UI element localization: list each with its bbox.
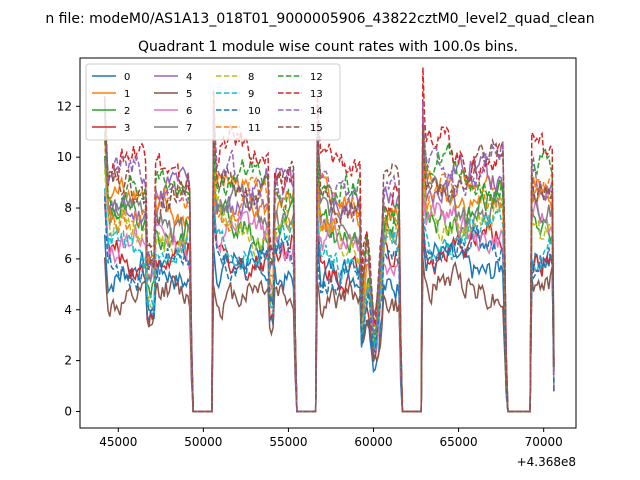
chart-title: Quadrant 1 module wise count rates with … [138, 39, 518, 55]
series-line-7 [103, 133, 555, 413]
y-tick-label: 10 [57, 150, 72, 164]
legend-label-4: 4 [186, 72, 192, 83]
y-tick-label: 6 [64, 252, 72, 266]
series-line-8 [103, 159, 555, 413]
legend-label-9: 9 [248, 89, 254, 100]
legend-label-14: 14 [310, 106, 323, 117]
x-tick-label: 45000 [99, 435, 137, 449]
series-line-14 [103, 100, 555, 413]
y-tick-label: 0 [64, 404, 72, 418]
series-line-4 [103, 108, 555, 413]
series-line-10 [103, 196, 555, 413]
legend-label-6: 6 [186, 106, 192, 117]
legend-label-1: 1 [124, 89, 130, 100]
series-line-1 [103, 114, 555, 413]
legend-label-2: 2 [124, 106, 130, 117]
y-tick-label: 4 [64, 303, 72, 317]
legend-label-5: 5 [186, 89, 192, 100]
x-tick-label: 70000 [525, 435, 563, 449]
legend-box [85, 63, 341, 141]
axis-layer: 45000 50000 55000 60000 65000 70000 0 2 4 6 8 10 12 [57, 99, 563, 449]
series-layer [103, 67, 555, 413]
y-tick-label: 12 [57, 99, 72, 113]
legend-label-7: 7 [186, 123, 192, 134]
plot-frame [79, 57, 577, 429]
series-line-15 [103, 101, 555, 413]
legend-label-12: 12 [310, 72, 323, 83]
y-tick-label: 2 [64, 354, 72, 368]
series-line-6 [103, 190, 555, 413]
legend-label-11: 11 [248, 123, 261, 134]
series-line-0 [103, 229, 555, 413]
x-offset-label: +4.368e8 [517, 455, 576, 469]
legend-label-15: 15 [310, 123, 323, 134]
y-tick-label: 8 [64, 201, 72, 215]
x-tick-label: 55000 [269, 435, 307, 449]
legend-label-3: 3 [124, 123, 130, 134]
chart-suptitle: n file: modeM0/AS1A13_018T01_9000005906_… [45, 11, 594, 27]
legend-label-0: 0 [124, 72, 130, 83]
series-line-5 [103, 257, 555, 413]
legend-label-10: 10 [248, 106, 261, 117]
x-tick-label: 60000 [354, 435, 392, 449]
legend-label-13: 13 [310, 89, 323, 100]
x-tick-label: 50000 [184, 435, 222, 449]
x-tick-label: 65000 [439, 435, 477, 449]
legend-label-8: 8 [248, 72, 254, 83]
